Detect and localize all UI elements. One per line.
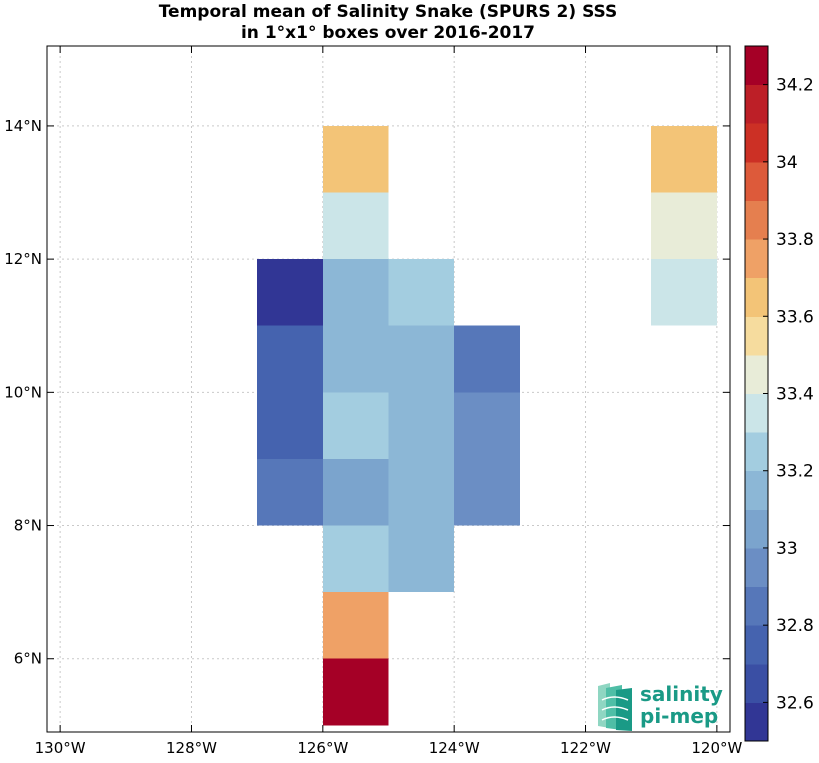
salinity-cell-14 — [322, 458, 389, 526]
colorbar-tick-label-2: 33 — [776, 539, 798, 559]
plot-frame — [46, 45, 731, 733]
salinity-cell-11 — [388, 392, 455, 459]
x-tick-label-1: 128°W — [166, 739, 217, 757]
colorbar-swatch-17 — [745, 46, 768, 86]
salinity-cell-16 — [454, 458, 520, 526]
colorbar-swatches — [745, 46, 768, 742]
x-tick-label-3: 124°W — [429, 739, 480, 757]
salinity-cell-3 — [322, 259, 389, 326]
colorbar-swatch-9 — [745, 354, 768, 394]
colorbar-swatch-6 — [745, 470, 768, 510]
y-tick-label-0: 6°N — [14, 650, 42, 668]
salinity-cell-7 — [388, 325, 455, 393]
salinity-cell-1 — [322, 192, 389, 260]
y-tick-label-2: 10°N — [4, 383, 42, 401]
salinity-cell-21 — [651, 125, 717, 193]
salinity-cell-20 — [322, 658, 389, 726]
salinity-cell-5 — [257, 325, 323, 393]
salinity-cell-8 — [454, 325, 520, 393]
chart-title-line-1: Temporal mean of Salinity Snake (SPURS 2… — [159, 2, 618, 22]
colorbar-swatch-5 — [745, 509, 768, 549]
colorbar-tick-label-1: 32.8 — [776, 616, 814, 636]
salinity-cell-22 — [651, 192, 717, 260]
colorbar-swatch-7 — [745, 432, 768, 472]
plot-area: 130°W 128°W 126°W 124°W 122°W 120°W 6°N 8°N 10°… — [4, 45, 743, 757]
colorbar-tick-label-7: 34 — [776, 153, 798, 173]
logo-text-salinity: salinity — [640, 682, 723, 706]
salinity-cell-4 — [388, 259, 455, 326]
colorbar-tick-label-3: 33.2 — [776, 462, 814, 482]
colorbar-swatch-14 — [745, 161, 768, 201]
salinity-cell-6 — [322, 325, 389, 393]
colorbar-swatch-3 — [745, 586, 768, 626]
colorbar-swatch-12 — [745, 239, 768, 279]
salinity-cell-15 — [388, 458, 455, 526]
colorbar-swatch-15 — [745, 123, 768, 163]
colorbar-swatch-8 — [745, 393, 768, 433]
x-tick-label-5: 120°W — [691, 739, 742, 757]
colorbar-swatch-4 — [745, 547, 768, 588]
salinity-cell-17 — [322, 525, 389, 593]
chart-title-line-2: in 1°x1° boxes over 2016-2017 — [241, 23, 535, 43]
colorbar-ticks: 32.6 32.8 33 33.2 33.4 33.6 33.8 34 34.2 — [763, 76, 814, 713]
x-tick-label-0: 130°W — [35, 739, 86, 757]
logo-text-pi-mep: pi-mep — [640, 704, 718, 728]
colorbar-swatch-13 — [745, 200, 768, 240]
colorbar-swatch-1 — [745, 663, 768, 703]
salinity-cell-10 — [322, 392, 389, 459]
salinity-cells — [257, 125, 717, 726]
salinity-cell-23 — [651, 259, 717, 326]
colorbar-swatch-2 — [745, 625, 768, 665]
colorbar: 32.6 32.8 33 33.2 33.4 33.6 33.8 34 34.2 — [744, 45, 814, 742]
x-tick-label-4: 122°W — [560, 739, 611, 757]
y-tick-label-3: 12°N — [4, 250, 42, 268]
salinity-pi-mep-logo: salinity pi-mep — [598, 682, 723, 731]
colorbar-swatch-11 — [745, 277, 768, 317]
salinity-cell-9 — [257, 392, 323, 459]
colorbar-tick-label-8: 34.2 — [776, 76, 814, 96]
x-axis-ticks: 130°W 128°W 126°W 124°W 122°W 120°W — [35, 46, 743, 757]
y-tick-label-1: 8°N — [14, 517, 42, 535]
y-axis-ticks: 6°N 8°N 10°N 12°N 14°N — [4, 117, 730, 668]
salinity-cell-2 — [257, 259, 323, 326]
logo-mark-icon — [598, 683, 632, 731]
colorbar-tick-label-6: 33.8 — [776, 230, 814, 250]
salinity-cell-19 — [322, 592, 389, 659]
colorbar-swatch-10 — [745, 316, 768, 356]
colorbar-swatch-0 — [745, 702, 768, 742]
salinity-cell-18 — [388, 525, 455, 593]
salinity-cell-0 — [322, 125, 389, 193]
salinity-cell-12 — [454, 392, 520, 459]
salinity-cell-13 — [257, 458, 323, 526]
y-tick-label-4: 14°N — [4, 117, 42, 135]
colorbar-tick-label-4: 33.4 — [776, 385, 814, 405]
colorbar-tick-label-0: 32.6 — [776, 693, 814, 713]
x-tick-label-2: 126°W — [297, 739, 348, 757]
colorbar-swatch-16 — [745, 84, 768, 124]
colorbar-tick-label-5: 33.6 — [776, 307, 814, 327]
